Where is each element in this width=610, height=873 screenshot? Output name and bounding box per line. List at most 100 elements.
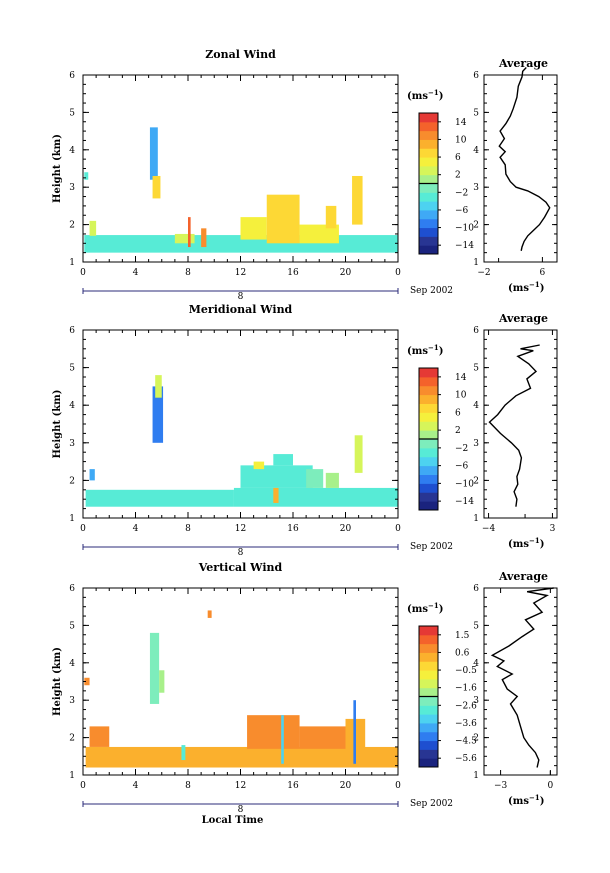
colorbar-swatch — [419, 687, 438, 697]
heatmap-cells — [84, 127, 398, 253]
heatmap-cell — [266, 194, 300, 244]
colorbar-swatch — [419, 209, 438, 220]
y-tick-label: 2 — [69, 476, 75, 486]
profile-y-tick-label: 5 — [473, 621, 479, 631]
colorbar-swatch — [419, 626, 438, 636]
colorbar-unit-exp: −1 — [428, 343, 439, 352]
month-label: Sep 2002 — [410, 542, 453, 552]
x-tick-label: 20 — [340, 268, 352, 278]
colorbar-unit-exp: −1 — [428, 88, 439, 97]
profile-y-tick-label: 6 — [473, 584, 479, 594]
y-axis-label: Height (km) — [52, 390, 63, 459]
profile-x-tick-label: 0 — [547, 781, 553, 791]
heatmap-cell — [273, 454, 293, 466]
profile-unit: (ms−1) — [508, 793, 544, 807]
x-tick-label: 12 — [235, 781, 246, 791]
panel-title: Zonal Wind — [205, 48, 276, 61]
heatmap-cell — [84, 677, 90, 686]
profile-x-tick-label: 3 — [550, 524, 556, 534]
colorbar-swatch — [419, 376, 438, 387]
heatmap-cell — [299, 224, 339, 244]
profile-unit-exp: −1 — [529, 280, 540, 289]
colorbar-swatch — [419, 456, 438, 467]
y-tick-label: 5 — [69, 108, 75, 118]
heatmap-cell — [159, 670, 165, 693]
colorbar-swatch — [419, 385, 438, 396]
x-tick-label: 0 — [395, 781, 401, 791]
heatmap-cell — [353, 700, 356, 764]
colorbar-swatch — [419, 148, 438, 158]
colorbar-tick-label: 10 — [455, 135, 467, 145]
profile-unit-base: (ms — [508, 283, 529, 294]
month-label: Sep 2002 — [410, 286, 453, 296]
profile-title: Average — [498, 57, 548, 70]
colorbar-unit: (ms−1) — [407, 343, 443, 357]
x-tick-label: 8 — [185, 781, 191, 791]
x-tick-label: 0 — [80, 524, 86, 534]
profile-title: Average — [498, 570, 548, 583]
heatmap-cell — [152, 175, 161, 199]
profile-y-tick-label: 4 — [473, 659, 479, 669]
profile-x-tick-label: −3 — [494, 781, 508, 791]
y-axis-label: Height (km) — [52, 134, 63, 203]
x-tick-label: 0 — [395, 268, 401, 278]
colorbar-swatch — [419, 634, 438, 645]
colorbar-tick-label: −2 — [455, 444, 468, 454]
colorbar-tick-label: −2 — [455, 188, 468, 198]
heatmap-cell — [352, 175, 363, 225]
colorbar-tick-label: 2 — [455, 426, 461, 436]
y-tick-label: 2 — [69, 221, 75, 231]
colorbar-swatch — [419, 421, 438, 431]
y-tick-label: 4 — [69, 401, 75, 411]
colorbar-unit-base: (ms — [407, 604, 428, 615]
colorbar-tick-label: −3.6 — [455, 719, 477, 729]
colorbar-swatch — [419, 652, 438, 662]
profile-y-tick-label: 1 — [473, 258, 479, 268]
heatmap-cell — [149, 127, 158, 180]
colorbar-swatch — [419, 483, 438, 493]
colorbar-unit-exp: −1 — [428, 601, 439, 610]
profile-frame — [483, 74, 558, 263]
y-tick-label: 4 — [69, 146, 75, 156]
x-tick-label: 0 — [80, 781, 86, 791]
y-tick-label: 6 — [69, 326, 75, 336]
profile-unit: (ms−1) — [508, 280, 544, 294]
profile-x-tick-label: −2 — [477, 268, 490, 278]
profile-y-tick-label: 4 — [473, 401, 479, 411]
x-tick-label: 8 — [185, 524, 191, 534]
y-tick-label: 3 — [69, 183, 75, 193]
heatmap-cell — [155, 375, 162, 398]
panel-title: Meridional Wind — [189, 303, 293, 316]
x-tick-label: 12 — [235, 268, 246, 278]
heatmap-cell — [181, 745, 186, 761]
profile-y-tick-label: 1 — [473, 771, 479, 781]
profile-unit-base: (ms — [508, 796, 529, 807]
colorbar-tick-label: 2 — [455, 171, 461, 181]
colorbar-swatch — [419, 758, 438, 768]
heatmap-cell — [89, 220, 97, 236]
profile-y-tick-label: 6 — [473, 326, 479, 336]
profile-x-tick-label: 6 — [540, 268, 546, 278]
profile-x-tick-label: −4 — [482, 524, 496, 534]
heatmap-cell — [149, 632, 160, 704]
colorbar-swatch — [419, 245, 438, 255]
colorbar-tick-label: 10 — [455, 391, 467, 401]
x-tick-label: 16 — [287, 524, 299, 534]
heatmap-cell — [325, 472, 339, 488]
colorbar-unit-base: (ms — [407, 91, 428, 102]
colorbar-tick-label: −10 — [455, 479, 474, 489]
profile-unit-close: ) — [540, 796, 545, 807]
profile-line — [498, 67, 551, 251]
profile-line — [488, 344, 540, 507]
heatmap-cell — [85, 489, 234, 507]
colorbar-unit-close: ) — [439, 91, 444, 102]
colorbar-swatch — [419, 394, 438, 404]
y-axis-label: Height (km) — [52, 647, 63, 716]
profile-unit-close: ) — [540, 539, 545, 550]
colorbar-swatch — [419, 430, 438, 440]
colorbar-swatch — [419, 183, 438, 193]
colorbar-swatch — [419, 731, 438, 742]
x-tick-label: 4 — [133, 781, 139, 791]
x-tick-label: 4 — [133, 268, 139, 278]
colorbar-swatch — [419, 474, 438, 484]
